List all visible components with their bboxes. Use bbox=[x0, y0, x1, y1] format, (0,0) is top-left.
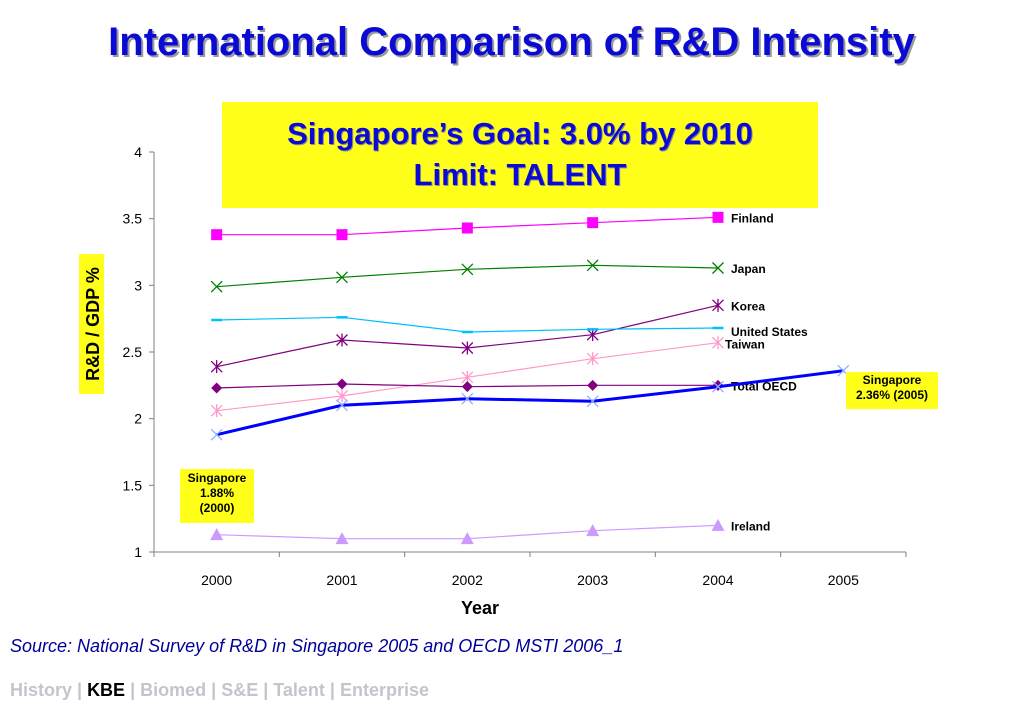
callout-line: 1.88% bbox=[199, 486, 235, 500]
data-point-japan bbox=[712, 262, 724, 274]
y-tick-label: 2 bbox=[134, 411, 142, 427]
data-point-taiwan bbox=[336, 389, 348, 403]
slide-title: International Comparison of R&D Intensit… bbox=[108, 20, 915, 64]
nav-separator: | bbox=[206, 680, 222, 700]
data-point-singapore bbox=[586, 395, 599, 408]
data-point-taiwan bbox=[712, 336, 724, 350]
data-point-japan bbox=[586, 259, 599, 272]
x-axis-title: Year bbox=[461, 598, 499, 618]
data-point-total-oecd bbox=[211, 382, 223, 394]
footer-nav: History | KBE | Biomed | S&E | Talent | … bbox=[10, 680, 429, 701]
y-axis-title-background bbox=[79, 254, 104, 394]
data-point-finland bbox=[336, 229, 348, 241]
nav-item-kbe[interactable]: KBE bbox=[87, 680, 126, 700]
series-line-united-states bbox=[216, 316, 719, 333]
series-label-finland: Finland bbox=[731, 211, 774, 225]
data-point-ireland bbox=[711, 518, 725, 531]
data-point-finland bbox=[211, 229, 223, 241]
series-label-united-states: United States bbox=[731, 325, 808, 339]
y-axis-title-group: R&D / GDP % bbox=[79, 254, 104, 394]
x-tick-label: 2002 bbox=[452, 572, 483, 588]
y-tick-label: 4 bbox=[134, 144, 142, 160]
nav-item-s-e[interactable]: S&E bbox=[221, 680, 259, 700]
series-line-singapore bbox=[216, 369, 844, 437]
data-point-ireland bbox=[586, 524, 600, 537]
series-label-korea: Korea bbox=[731, 299, 765, 313]
data-point-total-oecd bbox=[461, 381, 473, 393]
data-point-finland bbox=[712, 211, 724, 223]
data-point-korea bbox=[712, 298, 724, 312]
goal-line: Singapore’s Goal: 3.0% by 2010 bbox=[287, 116, 753, 151]
data-point-singapore bbox=[712, 380, 724, 393]
nav-separator: | bbox=[72, 680, 88, 700]
y-axis-title: R&D / GDP % bbox=[83, 267, 103, 381]
nav-separator: | bbox=[125, 680, 141, 700]
x-tick-label: 2004 bbox=[702, 572, 733, 588]
goal-callout-box: Singapore’s Goal: 3.0% by 2010 Limit: TA… bbox=[222, 102, 818, 208]
series-label-taiwan: Taiwan bbox=[725, 338, 765, 352]
callout-line: 2.36% (2005) bbox=[855, 388, 929, 402]
x-tick-label: 2000 bbox=[201, 572, 232, 588]
nav-separator: | bbox=[324, 680, 340, 700]
callout-line: Singapore bbox=[187, 471, 247, 485]
limit-line: Limit: TALENT bbox=[413, 157, 627, 192]
nav-item-talent[interactable]: Talent bbox=[273, 680, 325, 700]
data-point-japan bbox=[336, 271, 348, 284]
data-point-total-oecd bbox=[336, 378, 348, 390]
x-tick-label: 2005 bbox=[828, 572, 859, 588]
data-point-ireland bbox=[210, 528, 224, 541]
data-point-taiwan bbox=[210, 404, 223, 418]
data-point-ireland bbox=[460, 532, 474, 545]
callout-line: Singapore bbox=[862, 373, 922, 387]
singapore-2000-callout: Singapore 1.88% (2000) bbox=[180, 469, 254, 523]
x-tick-label: 2001 bbox=[326, 572, 357, 588]
data-point-singapore bbox=[336, 399, 348, 412]
data-point-singapore bbox=[461, 392, 474, 405]
data-point-taiwan bbox=[586, 352, 599, 366]
data-point-singapore bbox=[210, 428, 223, 441]
y-tick-label: 2.5 bbox=[123, 344, 143, 360]
y-tick-label: 1.5 bbox=[123, 477, 143, 493]
callout-line: (2000) bbox=[199, 501, 235, 515]
y-tick-label: 1 bbox=[134, 544, 142, 560]
series-label-ireland: Ireland bbox=[731, 519, 770, 533]
nav-item-biomed[interactable]: Biomed bbox=[140, 680, 207, 700]
y-tick-label: 3 bbox=[134, 277, 142, 293]
data-point-finland bbox=[587, 217, 599, 229]
nav-item-enterprise[interactable]: Enterprise bbox=[339, 680, 430, 700]
data-point-japan bbox=[210, 280, 223, 293]
series-label-japan: Japan bbox=[731, 262, 766, 276]
nav-separator: | bbox=[258, 680, 274, 700]
y-tick-label: 3.5 bbox=[123, 211, 143, 227]
data-point-korea bbox=[336, 333, 348, 347]
source-note: Source: National Survey of R&D in Singap… bbox=[10, 636, 624, 656]
data-point-japan bbox=[461, 263, 474, 276]
data-point-korea bbox=[461, 341, 474, 355]
x-tick-label: 2003 bbox=[577, 572, 608, 588]
data-point-total-oecd bbox=[587, 379, 599, 391]
data-point-korea bbox=[210, 360, 223, 374]
series-line-korea bbox=[216, 304, 719, 368]
data-point-ireland bbox=[335, 532, 349, 545]
singapore-2005-callout: Singapore 2.36% (2005) bbox=[846, 372, 938, 409]
nav-item-history[interactable]: History bbox=[10, 680, 73, 700]
data-point-finland bbox=[461, 222, 473, 234]
